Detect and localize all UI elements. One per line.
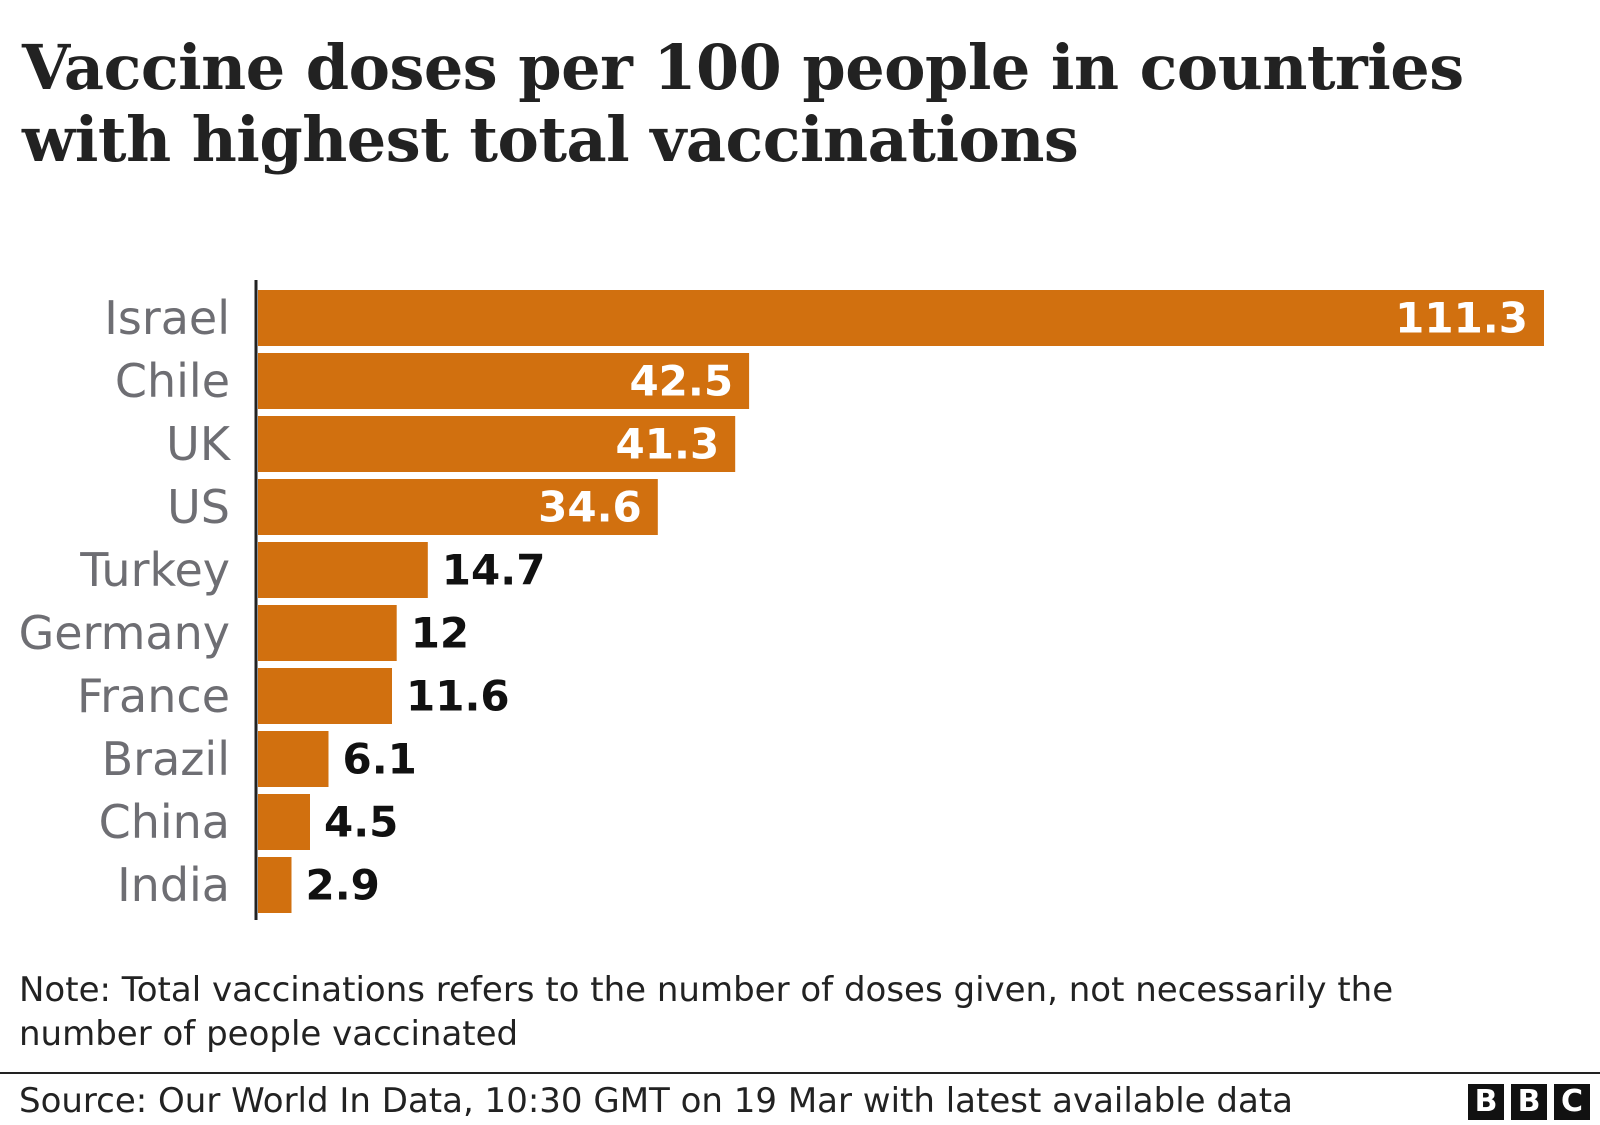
logo-block-c: C	[1554, 1084, 1590, 1120]
value-label-turkey: 14.7	[442, 546, 546, 595]
value-label-brazil: 6.1	[343, 735, 417, 784]
category-label-china: China	[99, 795, 230, 849]
bar-turkey	[258, 542, 428, 598]
bar-chart: Israel 111.3 Chile 42.5 UK 41.3 US 34.6 Turkey 14…	[19, 280, 1544, 920]
bbc-logo: B B C	[1468, 1084, 1590, 1120]
value-label-france: 11.6	[406, 672, 510, 721]
value-label-india: 2.9	[306, 861, 380, 910]
category-label-india: India	[117, 858, 230, 912]
logo-block-b2: B	[1511, 1084, 1547, 1120]
bar-china	[258, 794, 310, 850]
category-label-israel: Israel	[104, 291, 230, 345]
footer-divider	[0, 1072, 1600, 1074]
category-label-chile: Chile	[115, 354, 230, 408]
category-label-germany: Germany	[19, 606, 230, 660]
value-label-uk: 41.3	[616, 420, 720, 469]
bar-india	[258, 857, 292, 913]
logo-block-b1: B	[1468, 1084, 1504, 1120]
bar-brazil	[258, 731, 329, 787]
category-label-uk: UK	[166, 417, 232, 471]
category-label-france: France	[77, 669, 230, 723]
bar-us	[258, 479, 658, 535]
category-label-us: US	[167, 480, 230, 534]
value-label-germany: 12	[411, 609, 469, 658]
value-label-chile: 42.5	[629, 357, 733, 406]
value-label-us: 34.6	[538, 483, 642, 532]
bar-germany	[258, 605, 397, 661]
bar-france	[258, 668, 392, 724]
value-label-china: 4.5	[324, 798, 398, 847]
chart-note: Note: Total vaccinations refers to the n…	[19, 970, 1394, 1054]
bar-chile	[258, 353, 750, 409]
value-label-israel: 111.3	[1395, 294, 1528, 343]
category-label-turkey: Turkey	[79, 543, 230, 597]
category-label-brazil: Brazil	[102, 732, 230, 786]
source-text: Source: Our World In Data, 10:30 GMT on …	[19, 1081, 1293, 1121]
chart-title: Vaccine doses per 100 people in countrie…	[22, 31, 1464, 176]
bars-layer: Israel 111.3 Chile 42.5 UK 41.3 US 34.6 Turkey 14…	[19, 290, 1544, 913]
bar-uk	[258, 416, 736, 472]
bar-israel	[258, 290, 1544, 346]
